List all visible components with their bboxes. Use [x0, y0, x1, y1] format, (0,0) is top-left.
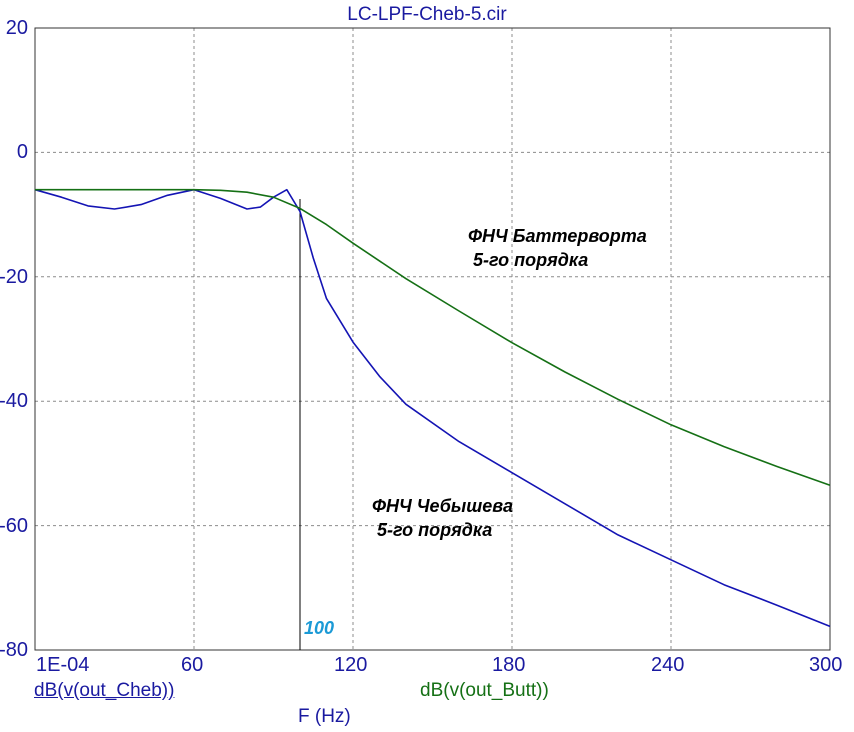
x-tick-label: 120 — [334, 654, 368, 676]
x-tick-label: 1E-04 — [36, 654, 90, 676]
y-tick-label: -20 — [0, 266, 28, 288]
x-tick-label: 60 — [181, 654, 204, 676]
cursor-label: 100 — [304, 618, 335, 638]
y-tick-label: -40 — [0, 390, 28, 412]
y-tick-label: -80 — [0, 639, 28, 661]
x-tick-label: 180 — [492, 654, 526, 676]
x-axis-title: F (Hz) — [298, 706, 351, 727]
legend-cheb[interactable]: dB(v(out_Cheb)) — [34, 680, 175, 701]
y-tick-label: -60 — [0, 515, 28, 537]
annotation-butterworth: ФНЧ Баттерворта 5-го порядка — [468, 226, 647, 270]
annotation-chebyshev: ФНЧ Чебышева 5-го порядка — [372, 496, 513, 540]
y-tick-label: 20 — [5, 17, 28, 39]
plot-frame — [34, 27, 831, 651]
series-line-butt — [35, 188, 831, 486]
y-tick-label: 0 — [16, 141, 28, 163]
series-line-cheb — [34, 188, 831, 628]
legend-butt[interactable]: dB(v(out_Butt)) — [420, 680, 549, 701]
x-tick-label: 300 — [809, 654, 843, 676]
x-tick-label: 240 — [651, 654, 685, 676]
chart-title: LC-LPF-Cheb-5.cir — [347, 4, 507, 25]
